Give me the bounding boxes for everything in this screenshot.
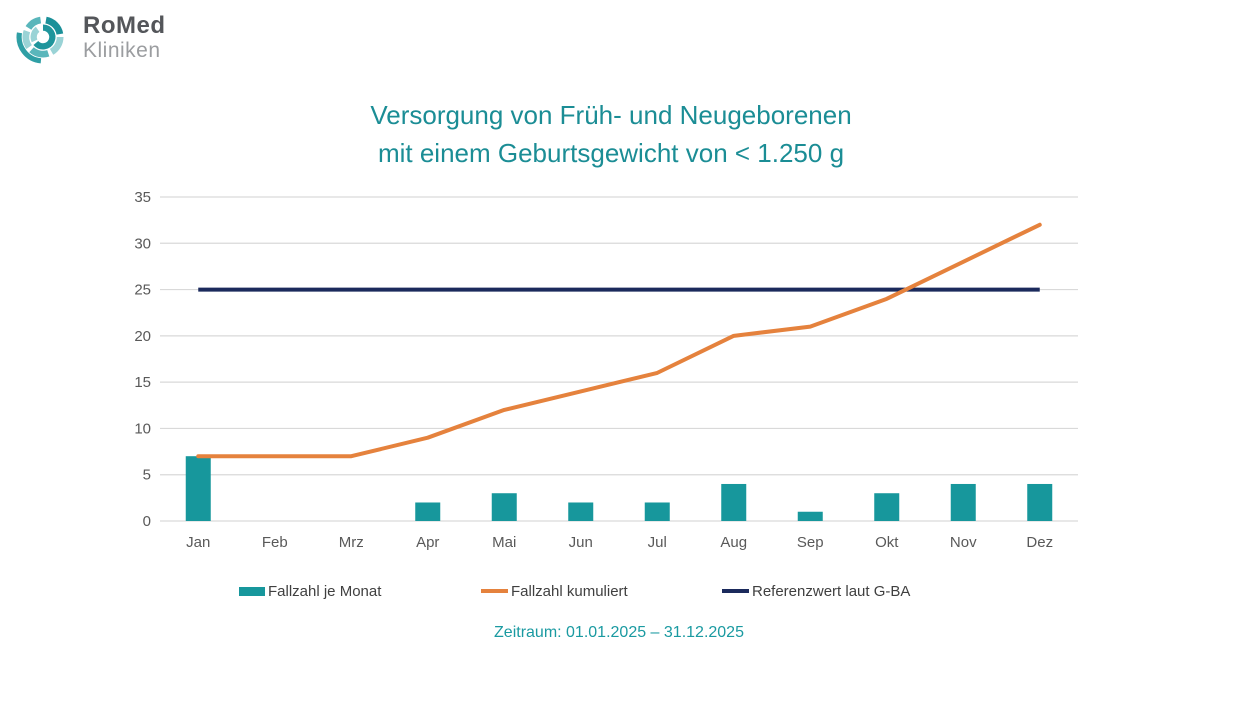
y-tick-label-35: 35	[134, 189, 151, 206]
x-tick-label-Nov: Nov	[950, 534, 977, 551]
x-tick-label-Mai: Mai	[492, 534, 516, 551]
logo-brand-text: RoMed	[83, 12, 166, 39]
chart-plot-area: 0 5 10 15 20 25 30 35 Jan Feb Mrz Apr Mai Jun Jul Aug Se…	[134, 189, 1078, 551]
chart-title-line2: mit einem Geburtsgewicht von < 1.250 g	[377, 138, 845, 168]
y-tick-label-30: 30	[134, 235, 151, 252]
x-tick-label-Sep: Sep	[797, 534, 824, 551]
romed-logo: RoMed Kliniken	[16, 10, 166, 64]
legend-swatch-reference	[722, 589, 749, 593]
y-tick-label-5: 5	[143, 467, 151, 484]
legend-item-fallzahl-je-monat: Fallzahl je Monat	[239, 582, 381, 600]
romed-logo-text: RoMed Kliniken	[83, 10, 166, 62]
legend-item-referenzwert: Referenzwert laut G-BA	[722, 582, 910, 600]
chart-title-line1: Versorgung von Früh- und Neugeborenen	[370, 100, 852, 130]
legend-item-fallzahl-kumuliert: Fallzahl kumuliert	[481, 582, 628, 600]
legend-label-fallzahl-kumuliert: Fallzahl kumuliert	[511, 582, 628, 600]
y-tick-label-20: 20	[134, 328, 151, 345]
legend-swatch-bar	[239, 586, 265, 596]
x-tick-label-Okt: Okt	[875, 534, 899, 551]
y-tick-label-0: 0	[143, 513, 151, 530]
bar-Apr	[415, 502, 441, 521]
bar-Sep	[797, 511, 823, 521]
legend-label-fallzahl-je-monat: Fallzahl je Monat	[268, 582, 382, 600]
x-tick-label-Dez: Dez	[1026, 534, 1053, 551]
line-Fallzahl kumuliert	[196, 222, 1042, 459]
y-tick-label-15: 15	[134, 374, 151, 391]
bar-Aug	[721, 483, 747, 521]
y-tick-label-10: 10	[134, 420, 151, 437]
bar-Jun	[568, 502, 594, 521]
period-label: Zeitraum: 01.01.2025 – 31.12.2025	[494, 624, 744, 641]
legend-swatch-line	[481, 589, 508, 593]
romed-logo-icon	[16, 16, 64, 64]
bar-Jul	[644, 502, 670, 521]
bar-Mai	[491, 493, 517, 521]
x-tick-label-Mrz: Mrz	[339, 534, 364, 551]
legend-label-referenzwert: Referenzwert laut G-BA	[752, 582, 911, 600]
logo-subtitle-text: Kliniken	[83, 39, 161, 62]
chart-title: Versorgung von Früh- und Neugeborenen mit…	[0, 96, 1222, 172]
bar-Nov	[950, 483, 976, 521]
x-tick-label-Feb: Feb	[262, 534, 288, 551]
y-tick-label-25: 25	[134, 282, 151, 299]
x-tick-label-Aug: Aug	[720, 534, 747, 551]
x-tick-label-Jan: Jan	[186, 534, 210, 551]
x-tick-label-Jun: Jun	[569, 534, 593, 551]
bar-Dez	[1027, 483, 1053, 521]
bar-Jan	[185, 456, 211, 521]
x-tick-label-Apr: Apr	[416, 534, 439, 551]
x-tick-label-Jul: Jul	[648, 534, 667, 551]
bar-Okt	[874, 493, 900, 521]
